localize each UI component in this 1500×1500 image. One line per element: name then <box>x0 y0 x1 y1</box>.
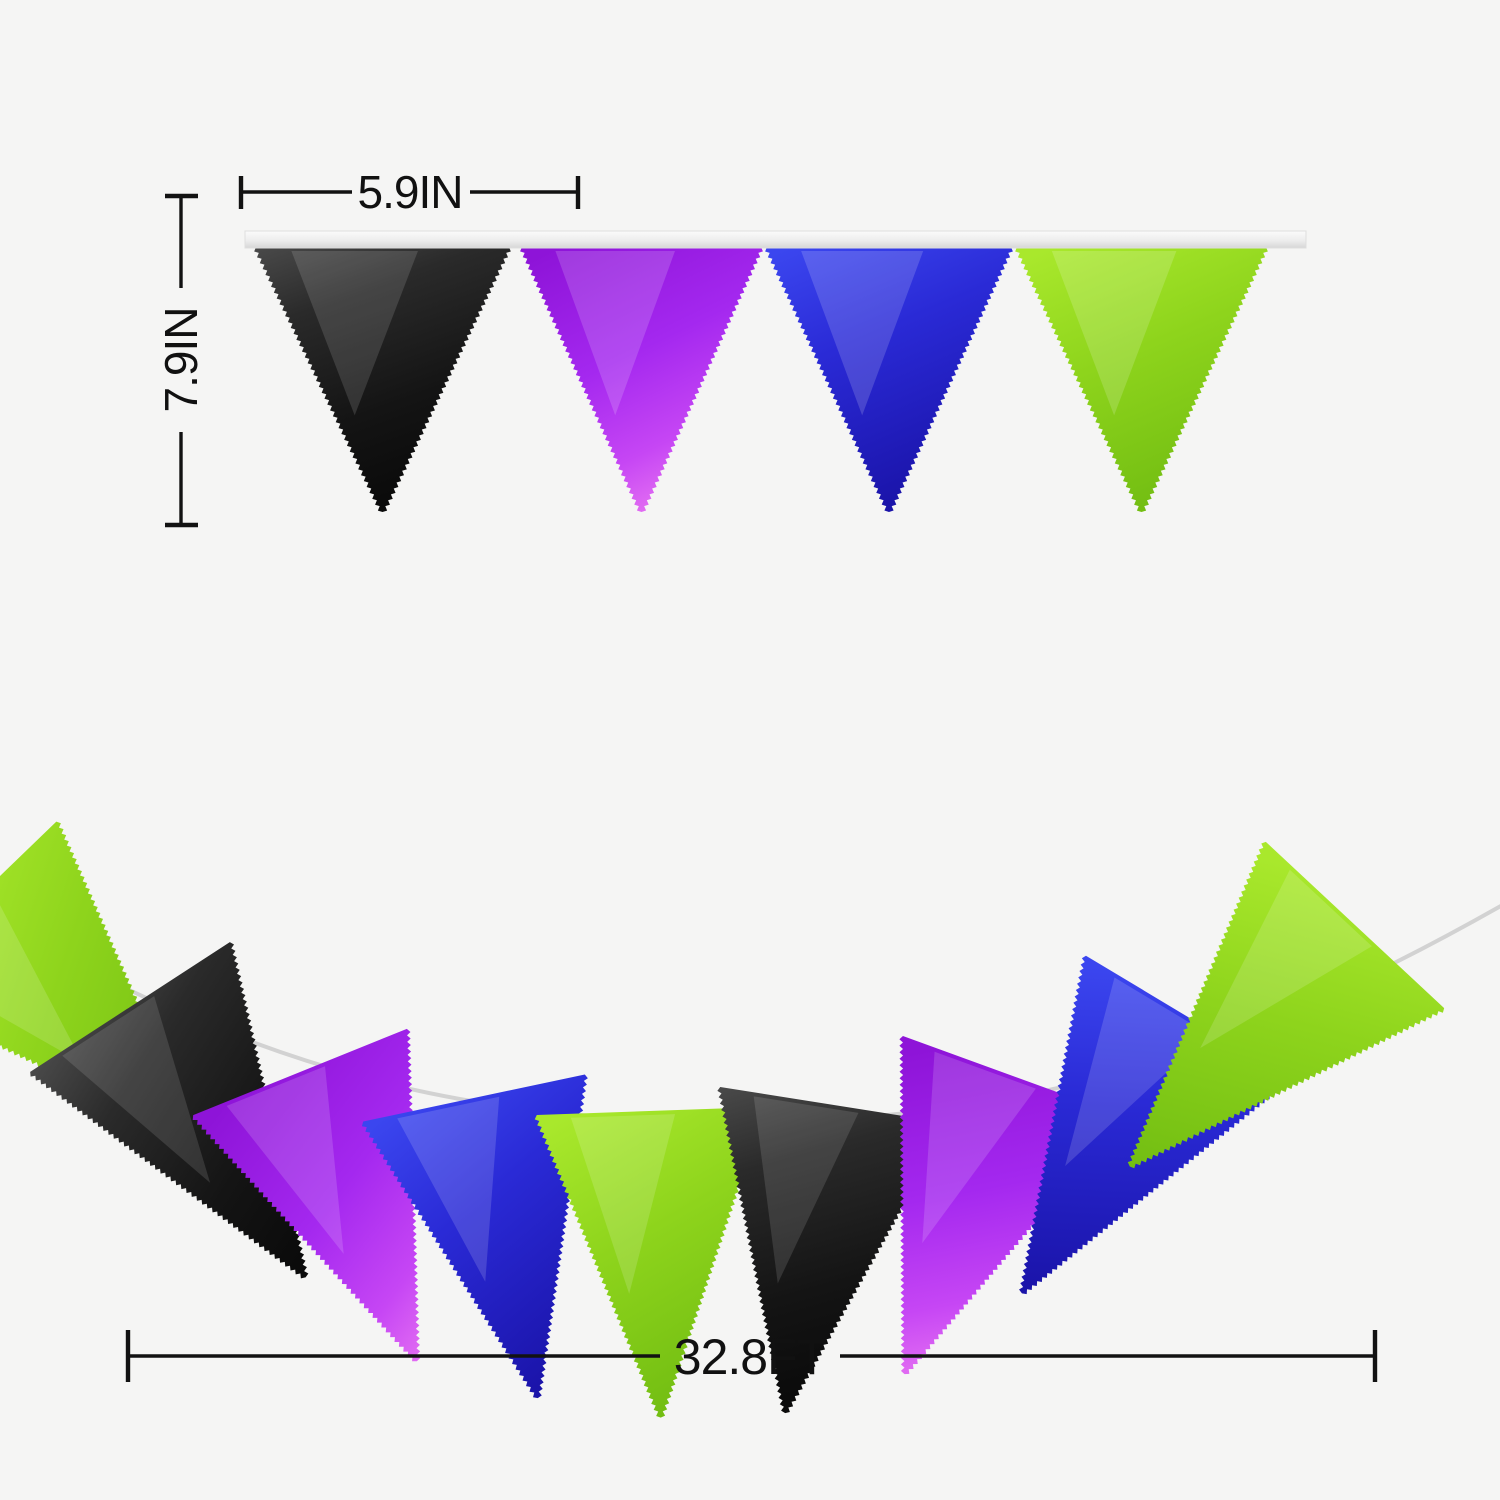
pennant-flag-purple <box>192 1028 421 1362</box>
pennant-sheen <box>1051 251 1177 416</box>
pennant-flag-purple <box>520 247 763 512</box>
pennant-sheen <box>291 251 418 416</box>
pennant-sheen <box>1065 977 1209 1167</box>
pennant-flag-green <box>1015 247 1268 512</box>
pennant-flag-black <box>254 247 511 512</box>
dimension-label-flag-width: 5.9IN <box>358 166 463 218</box>
pennant-sheen <box>0 889 84 1064</box>
pennant-flag-black <box>30 942 309 1279</box>
pennant-sheen <box>1200 869 1372 1049</box>
pennant-flag-green <box>534 1107 766 1418</box>
pennant-flag-green <box>1127 841 1445 1169</box>
pennant-sheen <box>570 1114 676 1294</box>
dimension-banner-length: 32.8FT <box>125 1329 1378 1385</box>
banner-ribbon <box>244 230 1307 249</box>
pennant-sheen <box>397 1096 500 1282</box>
pennant-sheen <box>555 251 675 416</box>
pennant-sheen <box>801 251 924 416</box>
pennant-flag-blue <box>765 247 1013 512</box>
pennant-flag-black <box>717 1086 950 1414</box>
dimension-flag-height: 7.9IN <box>155 193 207 528</box>
pennant-sheen <box>753 1096 859 1284</box>
dimension-label-banner-length: 32.8FT <box>674 1329 827 1385</box>
pennant-flag-blue <box>361 1074 588 1399</box>
dimension-flag-width: 5.9IN <box>238 166 581 218</box>
pennant-sheen <box>226 1066 344 1254</box>
pennant-sheen <box>62 996 211 1183</box>
dimension-label-flag-height: 7.9IN <box>155 308 207 413</box>
pennant-sheen <box>922 1051 1036 1244</box>
